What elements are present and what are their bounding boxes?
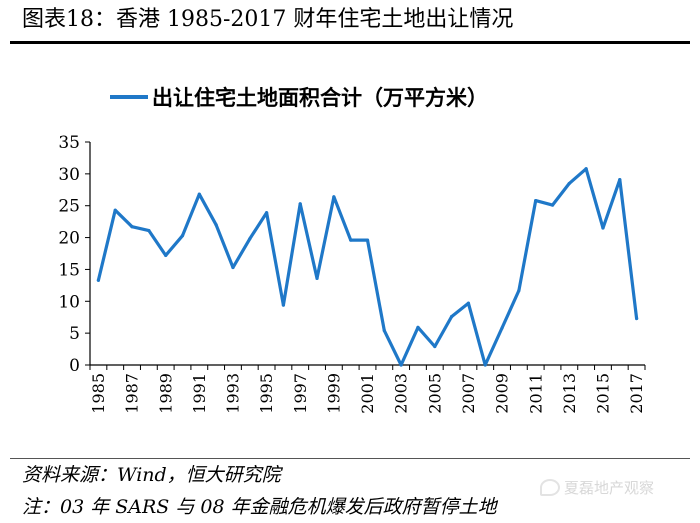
x-tick-label: 1985: [89, 373, 108, 414]
x-tick-label: 2015: [594, 373, 613, 414]
data-point: [550, 203, 555, 207]
x-tick-label: 2001: [358, 373, 377, 414]
data-point: [634, 316, 639, 321]
data-point: [298, 202, 302, 206]
axes: [89, 142, 645, 366]
series-group: [96, 167, 639, 367]
data-point: [281, 303, 286, 307]
series-line: [96, 167, 639, 367]
watermark-text: 夏磊地产观察: [564, 479, 655, 497]
line-chart: 出让住宅土地面积合计（万平方米） 0 5 10 15 20 25 30 35 1985 1987…: [58, 86, 646, 414]
data-point: [483, 363, 487, 367]
legend-label: 出让住宅土地面积合计（万平方米）: [152, 86, 488, 110]
data-point: [113, 208, 117, 212]
data-point: [449, 314, 454, 319]
data-point: [96, 278, 101, 282]
x-tick-label: 2003: [392, 373, 411, 414]
data-point: [567, 181, 571, 186]
data-point: [433, 344, 437, 349]
data-point: [164, 253, 168, 258]
data-point: [365, 238, 370, 242]
x-tick-label: 1999: [324, 373, 343, 414]
x-tick-label: 1997: [291, 373, 310, 414]
data-point: [416, 325, 420, 330]
y-tick-label: 25: [58, 197, 80, 217]
data-point: [130, 225, 134, 229]
data-point: [618, 177, 622, 182]
x-tick-label: 2007: [459, 373, 478, 414]
x-tick-label: 2011: [526, 373, 545, 414]
data-point: [264, 211, 269, 215]
x-tick-label: 2013: [560, 373, 579, 414]
y-tick-label: 35: [58, 133, 80, 153]
x-tick-label: 2017: [627, 373, 646, 414]
footer-divider: [10, 458, 690, 459]
title-underline: [10, 41, 690, 44]
y-tick-label: 30: [58, 165, 80, 185]
x-axis-ticks: 1985 1987 1989 1991 1993 1995 1997 1999 2001 2003…: [89, 365, 646, 414]
x-tick-label: 2005: [425, 373, 444, 414]
data-point: [466, 301, 471, 305]
y-tick-label: 0: [69, 356, 80, 376]
y-tick-label: 5: [69, 324, 80, 344]
figure-title: 图表18：香港 1985-2017 财年住宅土地出让情况: [22, 7, 514, 32]
data-point: [214, 223, 218, 227]
x-tick-label: 1995: [257, 373, 276, 414]
x-tick-label: 1993: [224, 373, 243, 414]
x-tick-label: 1987: [123, 373, 142, 414]
watermark: 夏磊地产观察: [540, 477, 654, 498]
footnote: 注：03 年 SARS 与 08 年金融危机爆发后政府暂停土地: [22, 496, 497, 518]
data-point: [147, 228, 151, 233]
data-point: [349, 238, 353, 242]
data-point: [399, 363, 403, 367]
x-tick-label: 1989: [156, 373, 175, 414]
legend: 出让住宅土地面积合计（万平方米）: [110, 86, 488, 110]
wechat-icon: [540, 479, 560, 496]
x-tick-label: 1991: [190, 373, 209, 414]
data-point: [197, 192, 201, 196]
x-tick-label: 2009: [493, 373, 512, 414]
data-point: [332, 195, 336, 199]
data-point: [248, 237, 252, 241]
data-point: [517, 288, 521, 293]
data-point: [534, 199, 538, 203]
data-point: [382, 328, 386, 333]
y-tick-label: 10: [58, 292, 80, 312]
y-axis-ticks: 0 5 10 15 20 25 30 35: [58, 133, 90, 376]
data-point: [500, 326, 504, 330]
source-note: 资料来源：Wind，恒大研究院: [22, 464, 281, 486]
data-point: [584, 167, 588, 171]
y-tick-label: 15: [58, 260, 80, 280]
data-point: [180, 234, 185, 238]
data-point: [601, 226, 605, 230]
data-point: [315, 276, 319, 280]
y-tick-label: 20: [58, 229, 80, 249]
data-point: [231, 265, 235, 270]
